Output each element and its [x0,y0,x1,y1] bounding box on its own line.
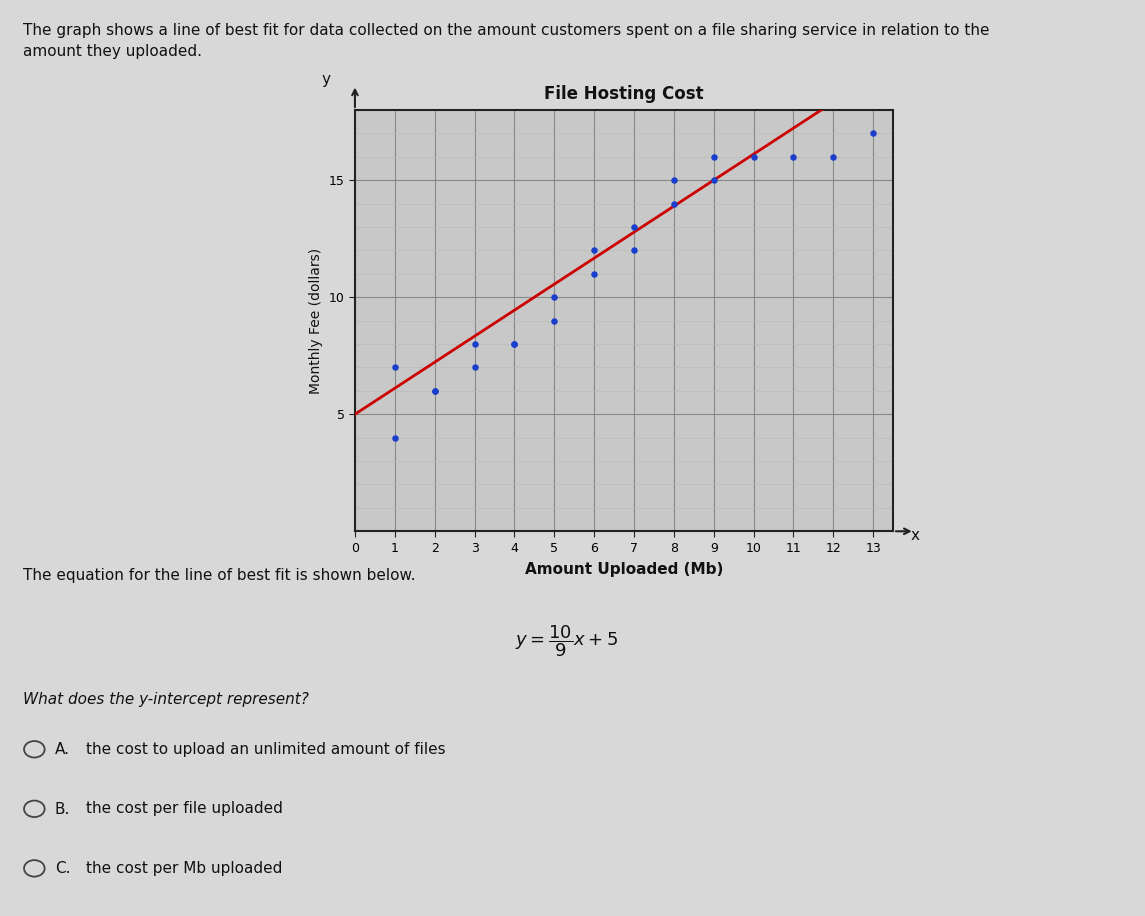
Text: $y = \dfrac{10}{9}x + 5$: $y = \dfrac{10}{9}x + 5$ [515,623,618,659]
Text: The equation for the line of best fit is shown below.: The equation for the line of best fit is… [23,568,416,583]
Point [665,173,684,188]
Text: A.: A. [55,742,70,757]
X-axis label: Amount Uploaded (Mb): Amount Uploaded (Mb) [524,562,724,577]
Text: the cost to upload an unlimited amount of files: the cost to upload an unlimited amount o… [86,742,445,757]
Point [505,337,523,352]
Point [744,149,763,164]
Point [585,243,603,257]
Point [426,384,444,398]
Text: y: y [322,72,331,87]
Point [465,360,483,375]
Point [585,267,603,281]
Point [864,126,883,141]
Point [625,220,643,234]
Text: x: x [910,529,919,543]
Point [545,289,563,304]
Point [784,149,803,164]
Point [704,149,722,164]
Text: B.: B. [55,802,70,816]
Point [505,337,523,352]
Text: The graph shows a line of best fit for data collected on the amount customers sp: The graph shows a line of best fit for d… [23,23,989,59]
Point [426,384,444,398]
Text: What does the y-intercept represent?: What does the y-intercept represent? [23,692,309,706]
Text: C.: C. [55,861,71,876]
Text: the cost per Mb uploaded: the cost per Mb uploaded [86,861,283,876]
Point [665,196,684,211]
Point [625,243,643,257]
Text: the cost per file uploaded: the cost per file uploaded [86,802,283,816]
Point [386,431,404,445]
Point [824,149,843,164]
Point [545,313,563,328]
Point [386,360,404,375]
Y-axis label: Monthly Fee (dollars): Monthly Fee (dollars) [309,247,323,394]
Title: File Hosting Cost: File Hosting Cost [544,85,704,103]
Point [704,173,722,188]
Point [465,337,483,352]
